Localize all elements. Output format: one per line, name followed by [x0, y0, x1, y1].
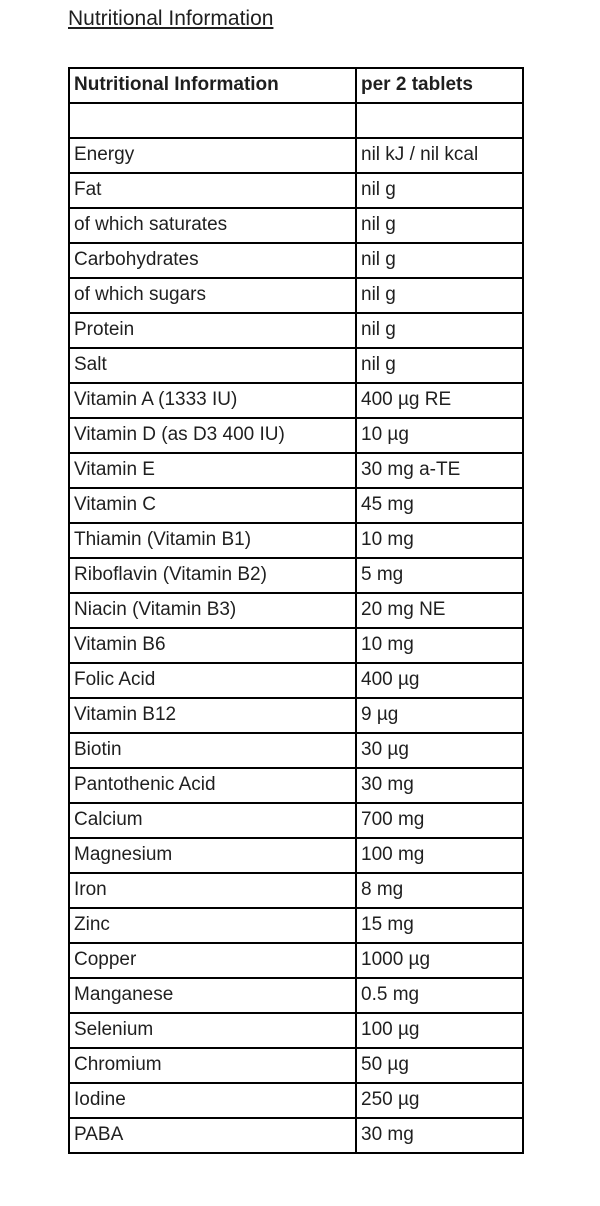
table-row: of which saturates nil g	[68, 207, 524, 244]
column-header-nutrient: Nutritional Information	[68, 67, 357, 104]
table-row: Pantothenic Acid 30 mg	[68, 767, 524, 804]
table-row: Magnesium 100 mg	[68, 837, 524, 874]
table-row: Vitamin C 45 mg	[68, 487, 524, 524]
nutrient-name-cell: Vitamin C	[68, 487, 357, 524]
table-header-row: Nutritional Information per 2 tablets	[68, 67, 524, 104]
nutrient-name-cell	[68, 102, 357, 139]
nutrient-name-cell: Selenium	[68, 1012, 357, 1049]
nutrient-value-cell: nil g	[355, 242, 524, 279]
table-row: Folic Acid 400 µg	[68, 662, 524, 699]
nutrient-name-cell: Manganese	[68, 977, 357, 1014]
nutrient-name-cell: Pantothenic Acid	[68, 767, 357, 804]
nutrient-value-cell: 9 µg	[355, 697, 524, 734]
table-row: Vitamin D (as D3 400 IU) 10 µg	[68, 417, 524, 454]
table-row: Carbohydrates nil g	[68, 242, 524, 279]
nutrient-name-cell: Magnesium	[68, 837, 357, 874]
table-row: Vitamin B12 9 µg	[68, 697, 524, 734]
nutrient-value-cell: 100 µg	[355, 1012, 524, 1049]
nutrient-value-cell: 0.5 mg	[355, 977, 524, 1014]
nutrient-name-cell: Carbohydrates	[68, 242, 357, 279]
table-row: Biotin 30 µg	[68, 732, 524, 769]
nutrient-name-cell: Calcium	[68, 802, 357, 839]
nutrient-name-cell: PABA	[68, 1117, 357, 1154]
nutrient-value-cell: 15 mg	[355, 907, 524, 944]
nutrient-value-cell: 10 µg	[355, 417, 524, 454]
nutrient-name-cell: Fat	[68, 172, 357, 209]
table-row: Vitamin A (1333 IU) 400 µg RE	[68, 382, 524, 419]
table-row: Copper 1000 µg	[68, 942, 524, 979]
nutrient-name-cell: Iron	[68, 872, 357, 909]
nutrient-value-cell: 400 µg RE	[355, 382, 524, 419]
table-row: Iodine 250 µg	[68, 1082, 524, 1119]
nutrient-value-cell: 20 mg NE	[355, 592, 524, 629]
nutrient-name-cell: Protein	[68, 312, 357, 349]
table-row: Selenium 100 µg	[68, 1012, 524, 1049]
nutrient-value-cell: nil g	[355, 207, 524, 244]
table-row: Manganese 0.5 mg	[68, 977, 524, 1014]
nutrient-name-cell: Vitamin B12	[68, 697, 357, 734]
nutrient-value-cell	[355, 102, 524, 139]
nutrient-name-cell: Vitamin B6	[68, 627, 357, 664]
table-row: Thiamin (Vitamin B1) 10 mg	[68, 522, 524, 559]
column-header-amount: per 2 tablets	[355, 67, 524, 104]
nutrient-value-cell: nil g	[355, 277, 524, 314]
nutrient-value-cell: 5 mg	[355, 557, 524, 594]
nutrient-value-cell: nil g	[355, 312, 524, 349]
table-row: Protein nil g	[68, 312, 524, 349]
nutrient-name-cell: Zinc	[68, 907, 357, 944]
page-title: Nutritional Information	[68, 7, 274, 30]
nutrient-value-cell: 700 mg	[355, 802, 524, 839]
nutrient-value-cell: 1000 µg	[355, 942, 524, 979]
table-row	[68, 102, 524, 139]
nutrient-value-cell: nil kJ / nil kcal	[355, 137, 524, 174]
nutrient-name-cell: Biotin	[68, 732, 357, 769]
table-row: Salt nil g	[68, 347, 524, 384]
nutrient-name-cell: of which saturates	[68, 207, 357, 244]
table-row: PABA 30 mg	[68, 1117, 524, 1154]
table-row: Vitamin B6 10 mg	[68, 627, 524, 664]
nutrient-name-cell: of which sugars	[68, 277, 357, 314]
nutrient-value-cell: 50 µg	[355, 1047, 524, 1084]
table-row: Vitamin E 30 mg a-TE	[68, 452, 524, 489]
table-row: Zinc 15 mg	[68, 907, 524, 944]
table-row: Niacin (Vitamin B3) 20 mg NE	[68, 592, 524, 629]
nutrient-name-cell: Chromium	[68, 1047, 357, 1084]
nutrient-name-cell: Riboflavin (Vitamin B2)	[68, 557, 357, 594]
nutrient-name-cell: Niacin (Vitamin B3)	[68, 592, 357, 629]
nutrient-name-cell: Folic Acid	[68, 662, 357, 699]
table-row: Energy nil kJ / nil kcal	[68, 137, 524, 174]
nutrition-table: Nutritional Information per 2 tablets En…	[68, 67, 524, 1154]
nutrient-value-cell: 10 mg	[355, 522, 524, 559]
nutrient-value-cell: nil g	[355, 347, 524, 384]
nutrient-value-cell: 30 µg	[355, 732, 524, 769]
nutrient-name-cell: Copper	[68, 942, 357, 979]
nutrient-name-cell: Thiamin (Vitamin B1)	[68, 522, 357, 559]
table-row: of which sugars nil g	[68, 277, 524, 314]
nutrient-value-cell: 10 mg	[355, 627, 524, 664]
nutrient-name-cell: Vitamin D (as D3 400 IU)	[68, 417, 357, 454]
nutrient-value-cell: 30 mg a-TE	[355, 452, 524, 489]
nutrient-value-cell: 45 mg	[355, 487, 524, 524]
nutrient-value-cell: 30 mg	[355, 767, 524, 804]
nutrient-value-cell: nil g	[355, 172, 524, 209]
nutrient-value-cell: 400 µg	[355, 662, 524, 699]
nutrient-name-cell: Iodine	[68, 1082, 357, 1119]
nutrient-name-cell: Vitamin E	[68, 452, 357, 489]
nutrient-name-cell: Energy	[68, 137, 357, 174]
table-row: Calcium 700 mg	[68, 802, 524, 839]
table-row: Fat nil g	[68, 172, 524, 209]
nutrient-name-cell: Salt	[68, 347, 357, 384]
table-row: Riboflavin (Vitamin B2) 5 mg	[68, 557, 524, 594]
nutrient-value-cell: 250 µg	[355, 1082, 524, 1119]
table-row: Chromium 50 µg	[68, 1047, 524, 1084]
nutrient-value-cell: 100 mg	[355, 837, 524, 874]
nutrient-name-cell: Vitamin A (1333 IU)	[68, 382, 357, 419]
nutrient-value-cell: 8 mg	[355, 872, 524, 909]
nutrient-value-cell: 30 mg	[355, 1117, 524, 1154]
table-row: Iron 8 mg	[68, 872, 524, 909]
